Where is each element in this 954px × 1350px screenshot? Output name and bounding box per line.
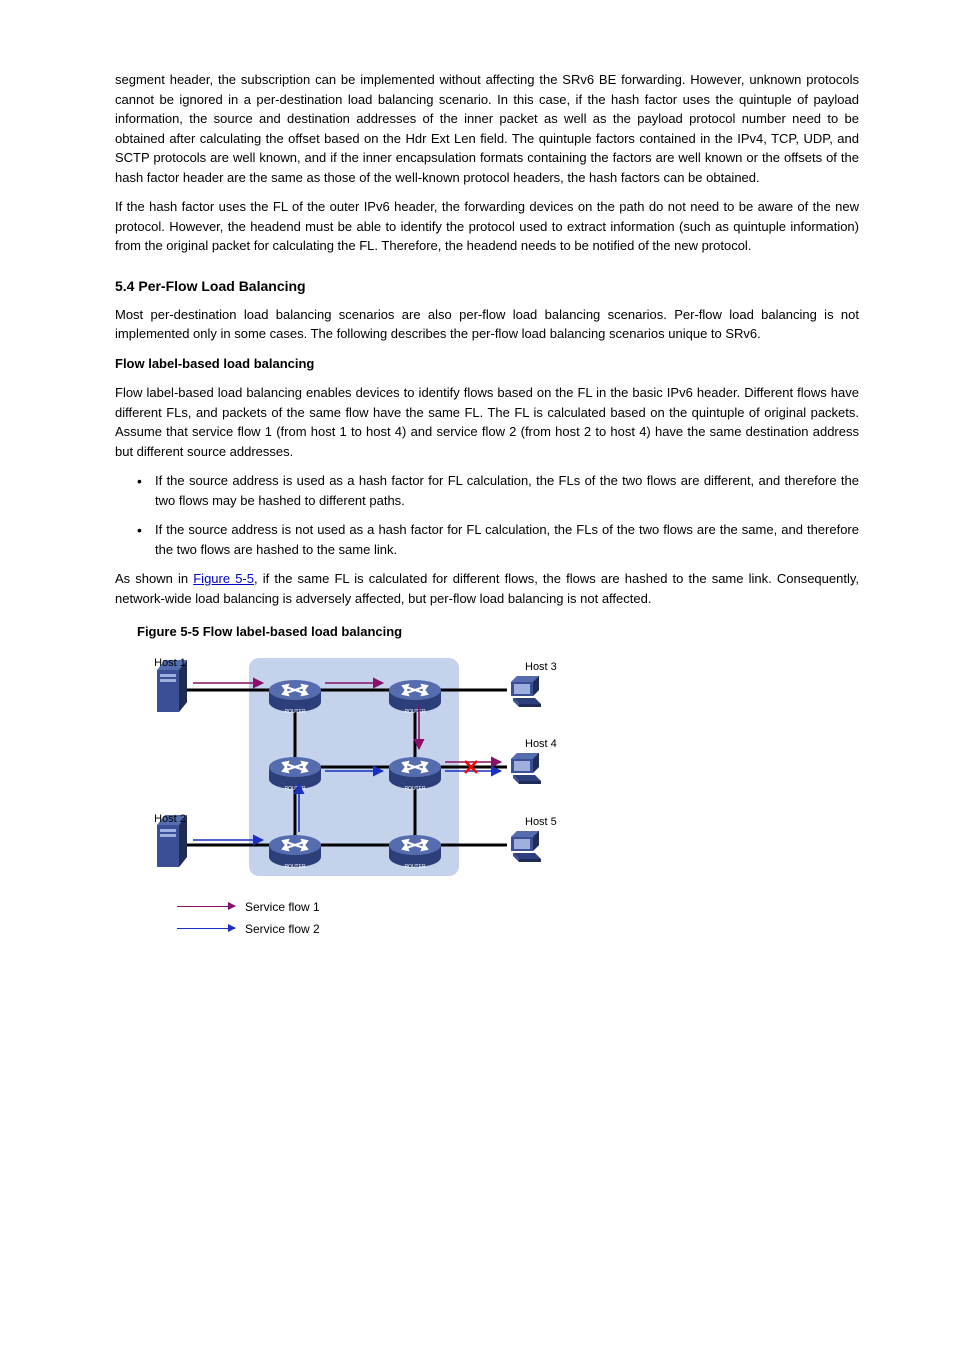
legend-flow-2: Service flow 2 [177, 920, 597, 938]
figure-title: Figure 5-5 Flow label-based load balanci… [137, 622, 597, 642]
legend-label-2: Service flow 2 [245, 920, 320, 938]
host-5 [511, 831, 541, 862]
flowlabel-title: Flow label-based load balancing [115, 354, 859, 374]
legend-label-1: Service flow 1 [245, 898, 320, 916]
section-title: 5.4 Per-Flow Load Balancing [115, 276, 859, 297]
figure-5-5: Figure 5-5 Flow label-based load balanci… [137, 622, 597, 938]
legend-arrow-icon [177, 928, 235, 930]
flowlabel-para: Flow label-based load balancing enables … [115, 383, 859, 461]
svg-text:Host 1: Host 1 [154, 657, 186, 669]
svg-text:Host 4: Host 4 [525, 738, 557, 750]
figref-pre: As shown in [115, 571, 193, 586]
legend: Service flow 1 Service flow 2 [137, 898, 597, 938]
legend-flow-1: Service flow 1 [177, 898, 597, 916]
svg-text:Host 2: Host 2 [154, 813, 186, 825]
legend-arrow-icon [177, 906, 235, 908]
svg-text:Host 5: Host 5 [525, 816, 557, 828]
paragraph-2: If the hash factor uses the FL of the ou… [115, 197, 859, 256]
host-3 [511, 676, 541, 707]
network-diagram: ROUTER [137, 650, 577, 890]
bullet-2: If the source address is not used as a h… [115, 520, 859, 559]
figref-para: As shown in Figure 5-5, if the same FL i… [115, 569, 859, 608]
paragraph-1: segment header, the subscription can be … [115, 70, 859, 187]
svg-text:Host 3: Host 3 [525, 661, 557, 673]
host-4 [511, 753, 541, 784]
bullet-1: If the source address is used as a hash … [115, 471, 859, 510]
figure-reference-link[interactable]: Figure 5-5 [193, 571, 254, 586]
section-intro: Most per-destination load balancing scen… [115, 305, 859, 344]
